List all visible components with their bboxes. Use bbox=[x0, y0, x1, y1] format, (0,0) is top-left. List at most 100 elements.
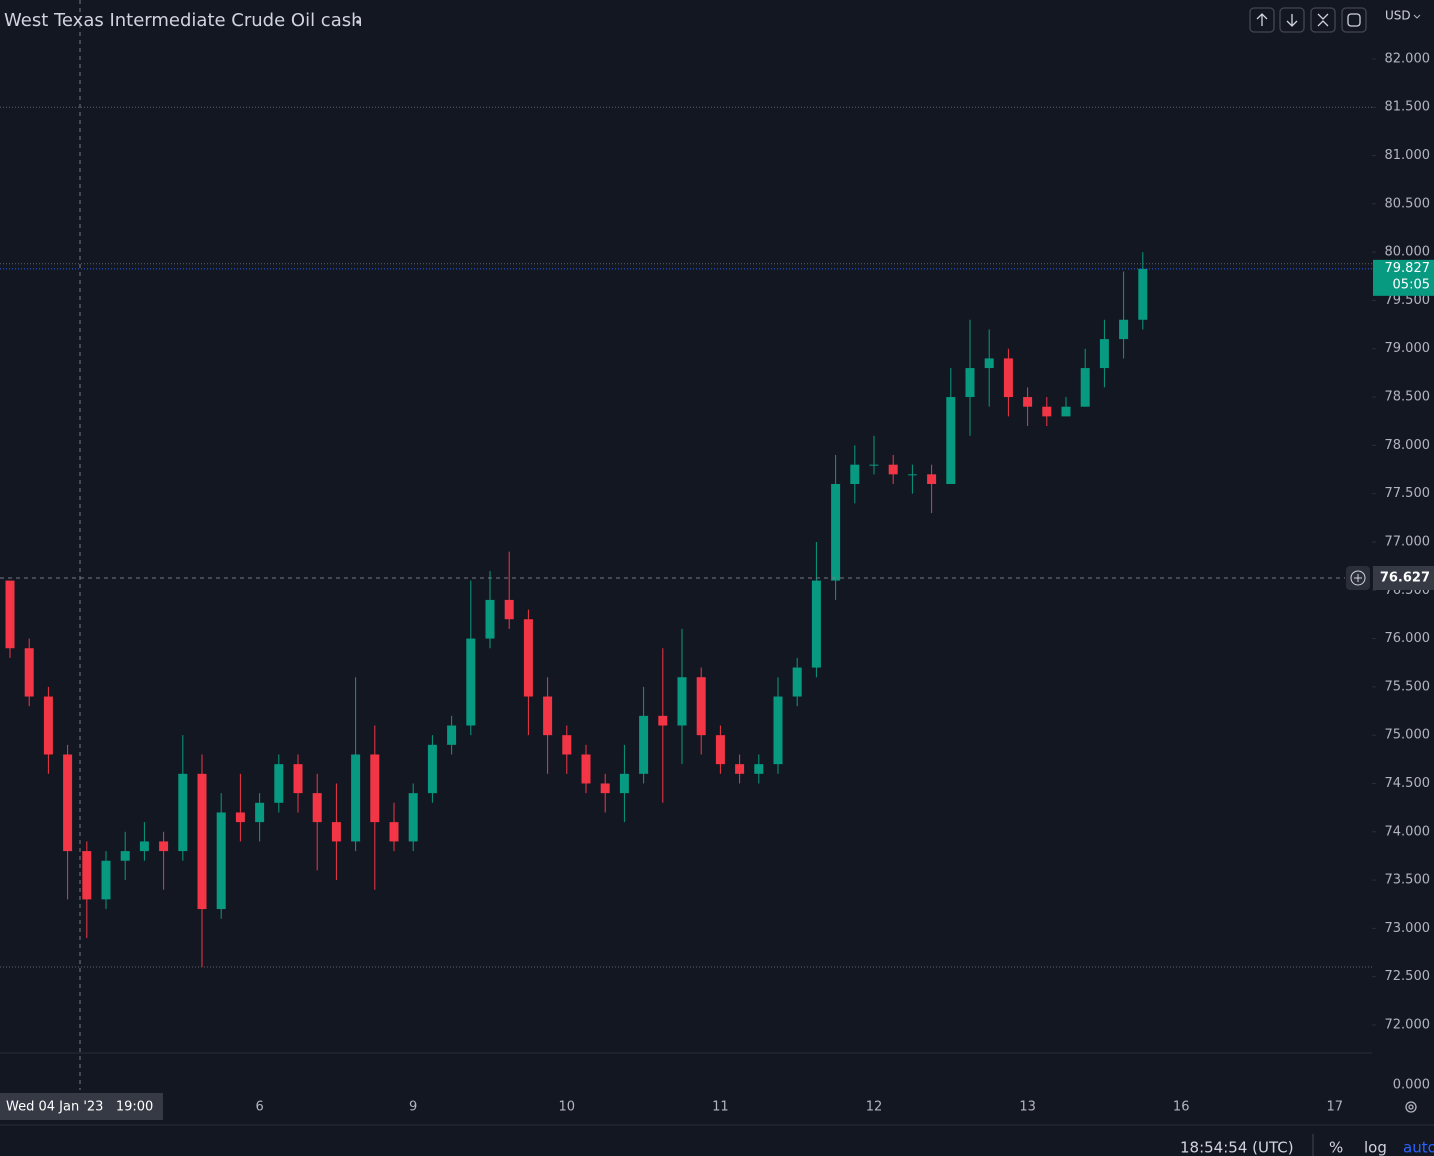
scroll-down-button[interactable] bbox=[1279, 7, 1305, 33]
candle-body bbox=[1119, 319, 1129, 340]
arrow-down-icon bbox=[1286, 14, 1298, 27]
last-price-label: 79.827 bbox=[1385, 261, 1431, 276]
candle-body bbox=[235, 812, 245, 823]
candle-body bbox=[1042, 406, 1052, 417]
candle-body bbox=[984, 358, 994, 369]
candle-body bbox=[408, 793, 418, 842]
x-tick-label: 11 bbox=[712, 1100, 729, 1115]
y-tick-label: 74.500 bbox=[1385, 776, 1431, 791]
reset-button[interactable] bbox=[1341, 7, 1367, 33]
auto-toggle[interactable]: auto bbox=[1403, 1139, 1434, 1156]
candle-body bbox=[216, 812, 226, 910]
y-tick-label: 82.000 bbox=[1385, 51, 1431, 66]
settings-icon[interactable] bbox=[1405, 1101, 1417, 1113]
candle-body bbox=[427, 744, 437, 794]
candle-body bbox=[946, 397, 956, 484]
y-tick-label: 72.500 bbox=[1385, 969, 1431, 984]
collapse-icon bbox=[1317, 13, 1329, 27]
log-toggle[interactable]: log bbox=[1364, 1139, 1387, 1156]
candle-body bbox=[735, 764, 745, 774]
countdown-label: 05:05 bbox=[1393, 277, 1430, 292]
y-tick-label: 73.500 bbox=[1385, 873, 1431, 888]
candle-body bbox=[274, 764, 284, 803]
candle-body bbox=[1080, 368, 1090, 407]
candle-body bbox=[447, 725, 457, 745]
y-tick-label: 81.000 bbox=[1385, 148, 1431, 163]
crosshair-plus-icon bbox=[1350, 570, 1366, 586]
candle-body bbox=[792, 667, 802, 697]
candle-body bbox=[696, 677, 706, 736]
volume-scale-label: 0.000 bbox=[1393, 1078, 1430, 1093]
candle-body bbox=[543, 696, 553, 736]
candle-body bbox=[831, 483, 841, 581]
candle-body bbox=[562, 735, 572, 755]
candle-body bbox=[1061, 406, 1071, 417]
y-tick-label: 76.000 bbox=[1385, 631, 1431, 646]
x-tick-label: 13 bbox=[1019, 1100, 1036, 1115]
candle-body bbox=[754, 764, 764, 774]
crosshair-time-label: Wed 04 Jan '23 19:00 bbox=[6, 1100, 153, 1115]
reset-icon bbox=[1347, 13, 1361, 27]
candle-body bbox=[5, 580, 15, 649]
candle-body bbox=[1003, 358, 1013, 398]
candle-body bbox=[120, 851, 130, 861]
gear-hub bbox=[1408, 1104, 1414, 1110]
candle-body bbox=[351, 754, 361, 842]
chart-title: West Texas Intermediate Crude Oil cash bbox=[4, 10, 363, 31]
x-tick-label: 6 bbox=[255, 1100, 263, 1115]
x-tick-label: 9 bbox=[409, 1100, 417, 1115]
candle-body bbox=[523, 619, 533, 697]
candle-body bbox=[869, 464, 879, 466]
y-tick-label: 80.000 bbox=[1385, 245, 1431, 260]
candle-body bbox=[581, 754, 591, 784]
candle-body bbox=[639, 715, 649, 774]
x-tick-label: 16 bbox=[1173, 1100, 1190, 1115]
candle-body bbox=[504, 599, 514, 620]
crosshair-price-label: 76.627 bbox=[1380, 570, 1430, 585]
candle-body bbox=[24, 648, 34, 697]
y-tick-label: 78.500 bbox=[1385, 390, 1431, 405]
candle-body bbox=[331, 822, 341, 842]
plot-area bbox=[0, 106, 1372, 968]
toolbar bbox=[1249, 7, 1367, 33]
candle-body bbox=[178, 773, 188, 852]
candle-body bbox=[389, 822, 399, 842]
candle-body bbox=[965, 368, 975, 398]
y-tick-label: 79.500 bbox=[1385, 293, 1431, 308]
candle-body bbox=[658, 715, 668, 726]
x-tick-label: 10 bbox=[559, 1100, 576, 1115]
y-tick-label: 80.500 bbox=[1385, 196, 1431, 211]
candle-body bbox=[927, 474, 937, 484]
candle-body bbox=[255, 802, 265, 823]
candle-body bbox=[1138, 268, 1148, 320]
y-tick-label: 72.000 bbox=[1385, 1017, 1431, 1032]
gear-body bbox=[1405, 1101, 1417, 1113]
currency-chevron bbox=[1413, 14, 1421, 19]
x-tick-label: 12 bbox=[866, 1100, 883, 1115]
y-tick-label: 77.500 bbox=[1385, 486, 1431, 501]
percent-toggle[interactable]: % bbox=[1329, 1139, 1343, 1156]
y-tick-label: 81.500 bbox=[1385, 100, 1431, 115]
scroll-up-button[interactable] bbox=[1249, 7, 1275, 33]
candle-body bbox=[466, 638, 476, 726]
currency-selector[interactable]: USD bbox=[1385, 9, 1411, 23]
candle-body bbox=[159, 841, 169, 852]
y-tick-label: 75.000 bbox=[1385, 728, 1431, 743]
y-tick-label: 75.500 bbox=[1385, 679, 1431, 694]
candle-body bbox=[293, 764, 303, 794]
candle-body bbox=[677, 677, 687, 726]
collapse-button[interactable] bbox=[1310, 7, 1336, 33]
candle-body bbox=[370, 754, 380, 823]
crosshair-time-box bbox=[0, 1093, 163, 1120]
candle-body bbox=[197, 773, 207, 910]
candle-body bbox=[1099, 339, 1109, 369]
title-dot bbox=[356, 20, 360, 24]
candle-body bbox=[773, 696, 783, 765]
candle-body bbox=[888, 464, 898, 475]
candle-body bbox=[600, 783, 610, 794]
y-tick-label: 79.000 bbox=[1385, 341, 1431, 356]
candle-body bbox=[1023, 397, 1033, 407]
candle-body bbox=[63, 754, 73, 852]
candle-body bbox=[811, 580, 821, 668]
